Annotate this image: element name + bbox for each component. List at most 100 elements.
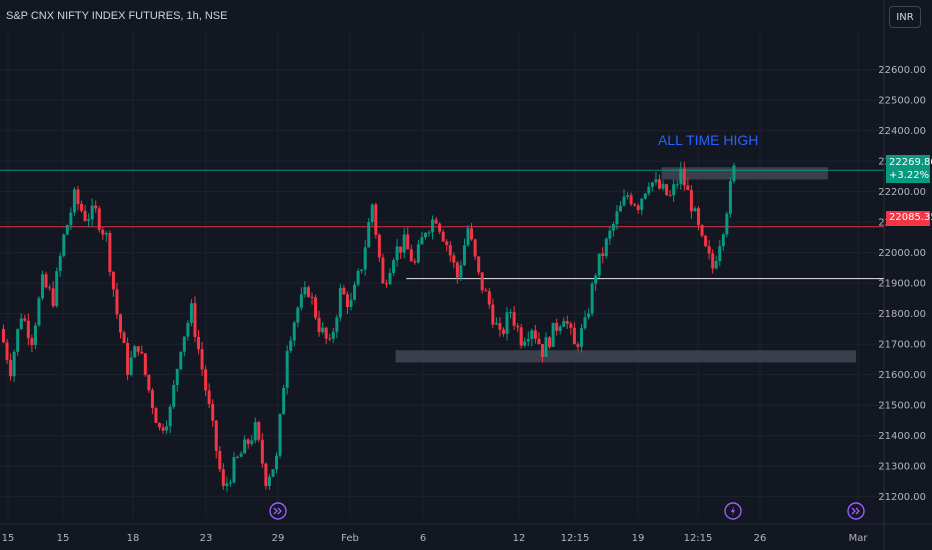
y-tick-label: 21500.00 <box>878 401 926 412</box>
candle-body <box>115 289 119 315</box>
candle-body <box>728 181 732 214</box>
y-tick-label: 21600.00 <box>878 370 926 381</box>
candle-body <box>260 439 264 464</box>
candle-body <box>211 403 215 421</box>
y-tick-label: 21200.00 <box>878 492 926 503</box>
candle-body <box>72 189 76 213</box>
candle-body <box>409 249 413 262</box>
candle-body <box>26 320 30 339</box>
x-tick-label: 29 <box>272 533 285 544</box>
x-tick-label: 18 <box>127 533 140 544</box>
candle-body <box>654 179 658 183</box>
candle-body <box>413 261 417 263</box>
candle-body <box>289 340 293 351</box>
candle-body <box>622 196 626 206</box>
candle-body <box>555 322 559 331</box>
candle-body <box>324 327 328 339</box>
candle-body <box>186 322 190 337</box>
candle-body <box>299 294 303 308</box>
x-tick-label: 12:15 <box>561 533 590 544</box>
candle-body <box>292 322 296 341</box>
marker-price-tag: 22085.35 <box>886 211 932 226</box>
candle-body <box>367 222 371 248</box>
candle-body <box>126 342 130 375</box>
y-tick-label: 21800.00 <box>878 309 926 320</box>
candle-body <box>512 312 516 326</box>
candle-body <box>672 184 676 196</box>
candle-body <box>643 193 647 199</box>
candle-body <box>76 189 80 204</box>
candle-body <box>721 234 725 247</box>
candle-body <box>161 427 165 431</box>
candle-body <box>505 312 509 334</box>
candle-body <box>377 234 381 258</box>
forward-arrow-icon <box>847 502 865 520</box>
arrow-glyph <box>851 507 860 515</box>
candle-body <box>665 184 669 196</box>
candle-body <box>253 422 257 441</box>
x-tick-label: 6 <box>420 533 426 544</box>
candle-body <box>264 463 268 486</box>
candle-body <box>650 182 654 187</box>
candle-body <box>402 234 406 253</box>
candle-body <box>62 234 66 256</box>
candle-body <box>459 265 463 278</box>
candle-body <box>5 342 9 361</box>
candle-body <box>576 344 580 347</box>
candle-body <box>682 168 686 186</box>
candle-body <box>480 272 484 291</box>
candle-body <box>83 210 87 221</box>
x-tick-label: Feb <box>341 533 359 544</box>
price-axis[interactable]: 21200.00 21300.00 21400.00 21500.00 21600.00… <box>878 65 926 503</box>
candle-body <box>296 307 300 323</box>
candle-body <box>179 351 183 370</box>
candle-body <box>494 323 498 325</box>
candle-body <box>228 482 232 484</box>
support-resistance-zone <box>395 350 856 363</box>
time-axis[interactable]: 15 15 18 23 29 Feb 6 12 12:15 19 12:15 26 Mar <box>2 533 869 544</box>
candle-body <box>30 338 34 345</box>
candle-body <box>473 239 477 257</box>
candle-body <box>204 369 208 391</box>
candle-body <box>250 440 254 444</box>
candle-body <box>544 337 548 357</box>
candle-body <box>129 357 133 375</box>
candle-body <box>423 232 427 238</box>
candle-body <box>189 303 193 323</box>
candle-body <box>349 299 353 307</box>
candle-body <box>182 336 186 352</box>
candle-body <box>317 317 321 333</box>
y-tick-label: 21700.00 <box>878 340 926 351</box>
y-tick-label: 22500.00 <box>878 96 926 107</box>
last-price-value: 22269.80 <box>889 157 932 168</box>
candle-body <box>321 327 325 333</box>
candle-body <box>484 290 488 292</box>
currency-button[interactable]: INR <box>889 6 921 28</box>
candle-body <box>275 455 279 470</box>
candle-body <box>406 234 410 250</box>
candle-body <box>587 313 591 318</box>
candle-body <box>714 261 718 269</box>
candle-body <box>33 325 37 345</box>
candle-body <box>633 204 637 206</box>
candle-body <box>438 223 442 232</box>
candle-body <box>363 247 367 270</box>
candle-body <box>462 245 466 266</box>
candle-body <box>360 269 364 271</box>
candle-body <box>608 230 612 239</box>
lightning-glyph <box>731 506 735 516</box>
candle-body <box>597 253 601 276</box>
candle-body <box>611 224 615 231</box>
candle-body <box>314 297 318 318</box>
y-tick-label: 22400.00 <box>878 126 926 137</box>
x-tick-label: 26 <box>754 533 767 544</box>
candle-body <box>420 237 424 245</box>
candle-body <box>370 204 374 223</box>
candle-body <box>303 287 307 295</box>
candle-body <box>704 235 708 247</box>
candle-body <box>700 225 704 236</box>
candle-body <box>374 204 378 235</box>
candle-body <box>278 414 282 456</box>
